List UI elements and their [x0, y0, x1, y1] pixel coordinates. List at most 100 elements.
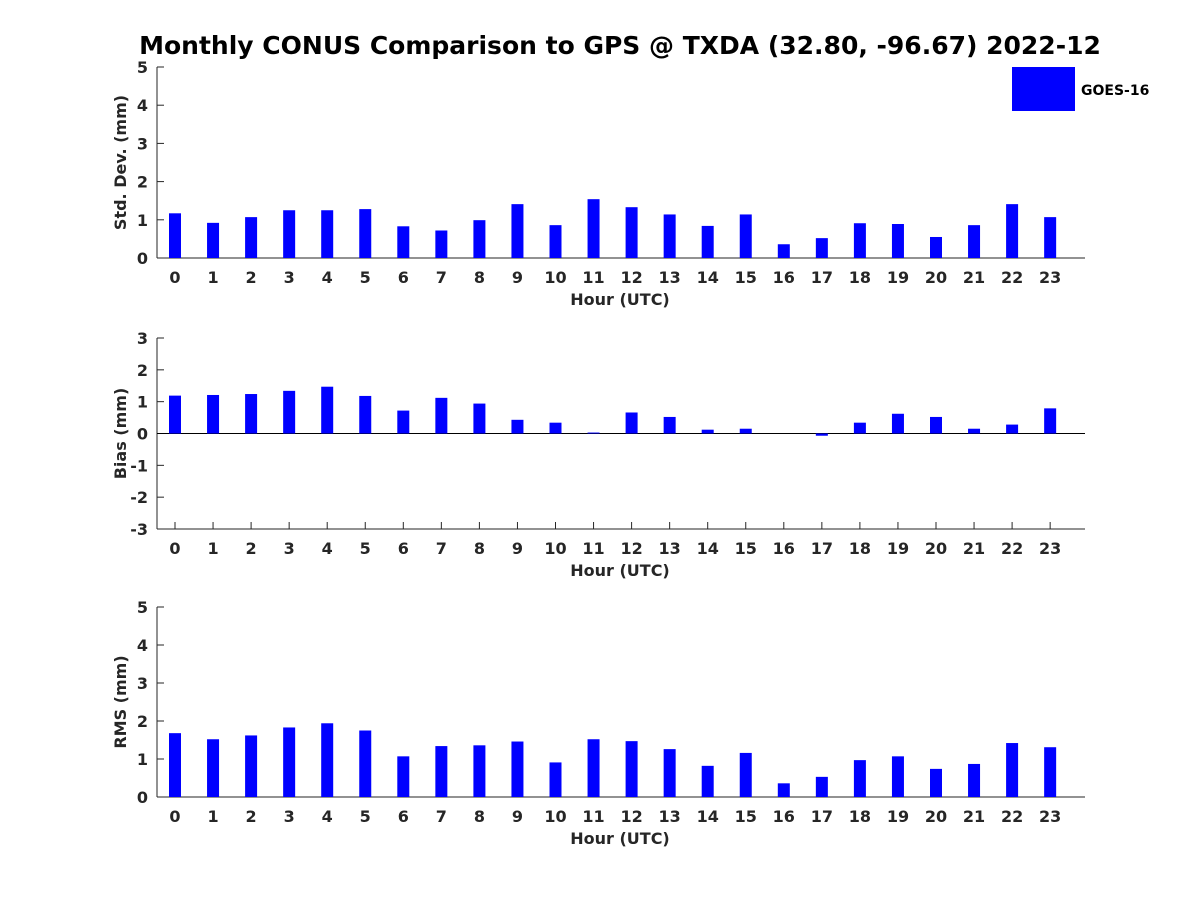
x-tick-label: 15 — [735, 807, 757, 826]
x-tick-label: 18 — [849, 539, 871, 558]
bar — [701, 429, 714, 434]
x-tick-label: 20 — [925, 539, 947, 558]
x-tick-label: 12 — [620, 539, 642, 558]
y-axis-label: RMS (mm) — [111, 655, 130, 748]
bar — [663, 749, 676, 797]
bar — [473, 220, 486, 258]
x-tick-label: 1 — [207, 268, 218, 287]
x-tick-label: 9 — [512, 539, 523, 558]
bar — [701, 225, 714, 258]
bar — [283, 210, 296, 258]
bar — [625, 741, 638, 797]
x-tick-label: 10 — [544, 807, 566, 826]
x-tick-label: 11 — [582, 807, 604, 826]
x-tick-label: 16 — [773, 807, 795, 826]
bar — [397, 226, 410, 258]
bar — [739, 428, 752, 434]
bar — [701, 765, 714, 797]
x-tick-label: 1 — [207, 539, 218, 558]
bar — [968, 225, 981, 258]
y-tick-label: -2 — [130, 488, 148, 507]
bar — [245, 735, 258, 797]
bar — [283, 390, 296, 434]
x-tick-label: 23 — [1039, 539, 1061, 558]
bar — [930, 768, 942, 797]
x-tick-label: 11 — [582, 539, 604, 558]
x-tick-label: 14 — [697, 539, 719, 558]
x-tick-label: 10 — [544, 268, 566, 287]
bar — [587, 432, 600, 434]
bar — [245, 217, 258, 258]
x-tick-label: 2 — [246, 539, 257, 558]
y-tick-label: 2 — [137, 712, 148, 731]
x-tick-label: 15 — [735, 539, 757, 558]
y-tick-label: 0 — [137, 788, 148, 807]
bar — [473, 403, 486, 434]
y-tick-label: 4 — [137, 96, 148, 115]
x-tick-label: 3 — [284, 268, 295, 287]
bar — [321, 386, 334, 434]
x-tick-label: 23 — [1039, 807, 1061, 826]
bar — [1006, 204, 1019, 258]
bar — [1044, 747, 1057, 797]
bar — [891, 756, 904, 797]
x-tick-label: 12 — [620, 807, 642, 826]
x-tick-label: 20 — [925, 268, 947, 287]
x-axis-label: Hour (UTC) — [570, 290, 670, 309]
bar — [853, 760, 866, 797]
bar — [1006, 424, 1019, 434]
x-axis-label: Hour (UTC) — [570, 829, 670, 848]
bar — [968, 763, 981, 797]
x-tick-label: 17 — [811, 268, 833, 287]
y-tick-label: -1 — [130, 456, 148, 475]
x-tick-label: 6 — [398, 268, 409, 287]
x-tick-label: 22 — [1001, 539, 1023, 558]
x-tick-label: 13 — [659, 539, 681, 558]
x-tick-label: 15 — [735, 268, 757, 287]
y-tick-label: 0 — [137, 249, 148, 268]
bar — [359, 395, 372, 434]
x-tick-label: 22 — [1001, 268, 1023, 287]
bar — [207, 222, 220, 258]
x-tick-label: 17 — [811, 807, 833, 826]
bar — [968, 428, 981, 434]
y-tick-label: -3 — [130, 520, 148, 539]
x-tick-label: 11 — [582, 268, 604, 287]
x-tick-label: 4 — [322, 268, 333, 287]
x-tick-label: 21 — [963, 539, 985, 558]
x-tick-label: 3 — [284, 539, 295, 558]
bar — [283, 727, 296, 797]
y-tick-label: 5 — [137, 598, 148, 617]
x-tick-label: 7 — [436, 268, 447, 287]
x-tick-label: 8 — [474, 807, 485, 826]
bar — [739, 214, 752, 258]
x-tick-label: 3 — [284, 807, 295, 826]
bar — [207, 739, 220, 797]
x-tick-label: 16 — [773, 268, 795, 287]
bar — [511, 204, 524, 258]
y-tick-label: 4 — [137, 636, 148, 655]
y-tick-label: 0 — [137, 425, 148, 444]
bar — [815, 433, 828, 436]
bar — [930, 416, 942, 434]
bar — [359, 209, 372, 258]
x-tick-label: 6 — [398, 807, 409, 826]
bar — [321, 210, 334, 258]
x-axis-label: Hour (UTC) — [570, 561, 670, 580]
x-tick-label: 13 — [659, 807, 681, 826]
x-tick-label: 0 — [169, 539, 180, 558]
figure-title: Monthly CONUS Comparison to GPS @ TXDA (… — [139, 31, 1101, 60]
x-tick-label: 14 — [697, 807, 719, 826]
x-tick-label: 18 — [849, 807, 871, 826]
x-tick-label: 4 — [322, 807, 333, 826]
y-tick-label: 2 — [137, 361, 148, 380]
x-tick-label: 10 — [544, 539, 566, 558]
bar — [435, 746, 448, 797]
y-axis-label: Std. Dev. (mm) — [111, 95, 130, 230]
x-tick-label: 5 — [360, 807, 371, 826]
bar — [891, 224, 904, 258]
bar — [777, 244, 790, 258]
bar — [245, 394, 258, 434]
x-tick-label: 8 — [474, 268, 485, 287]
